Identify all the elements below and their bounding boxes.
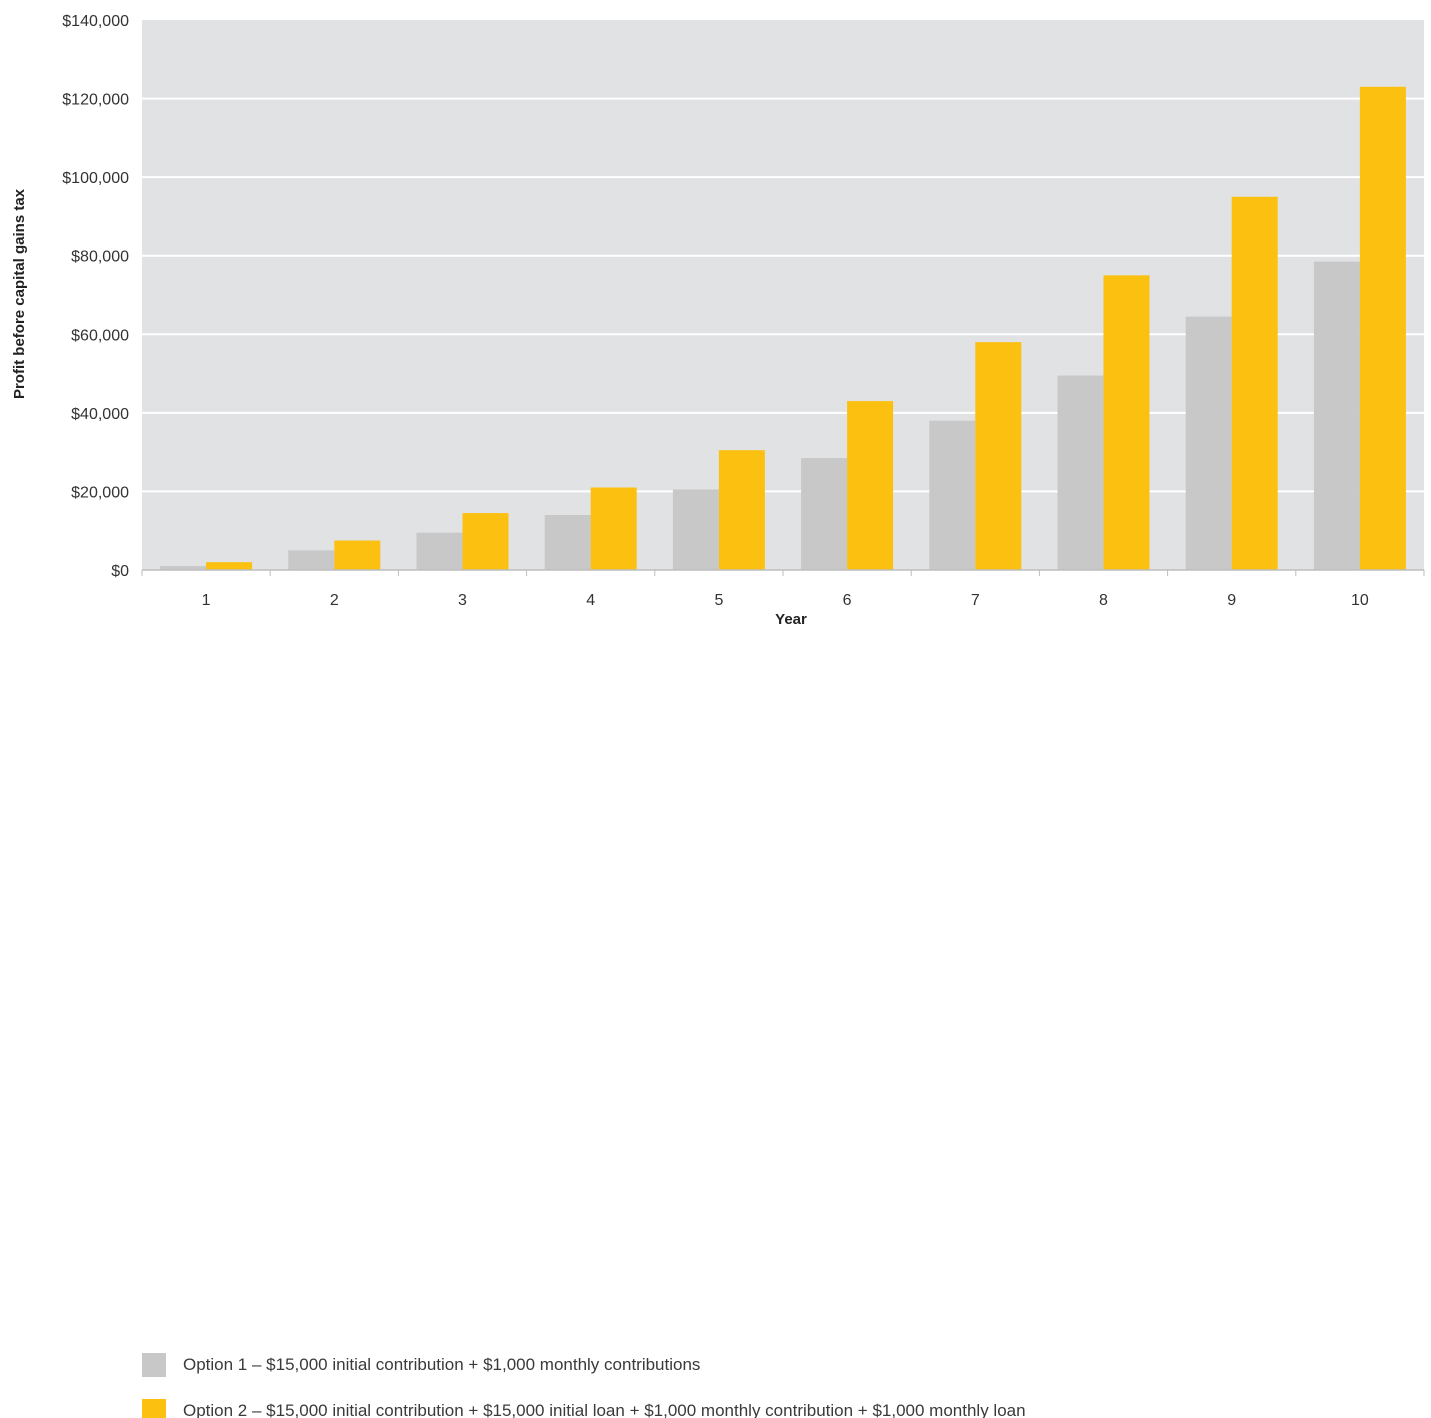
bar-option-1-year-3[interactable] (416, 532, 463, 570)
bar-option-2-year-5[interactable] (718, 450, 765, 570)
x-tick-label: 3 (458, 592, 467, 609)
y-axis-title: Profit before capital gains tax (11, 188, 28, 399)
bar-option-1-year-8[interactable] (1057, 375, 1104, 570)
legend-swatch-option-2 (142, 1399, 166, 1418)
x-tick-label: 8 (1099, 592, 1108, 609)
legend-item-option-1[interactable]: Option 1 – $15,000 initial contribution … (142, 1353, 700, 1377)
x-tick-label: 4 (586, 592, 595, 609)
bar-option-1-year-5[interactable] (672, 489, 719, 570)
legend-swatch-option-1 (142, 1353, 166, 1377)
bar-option-1-year-10[interactable] (1313, 261, 1360, 570)
x-axis-title: Year (775, 611, 807, 628)
bar-option-2-year-6[interactable] (847, 401, 894, 570)
legend-label-option-1: Option 1 – $15,000 initial contribution … (183, 1355, 701, 1374)
y-tick-label: $120,000 (62, 92, 129, 109)
chart-container: $0 $20,000 $40,000 $60,000 $80,000 $100,000 $1… (11, 13, 1425, 1418)
bar-option-1-year-6[interactable] (801, 458, 848, 570)
y-tick-label: $140,000 (62, 13, 129, 30)
axes: $0 $20,000 $40,000 $60,000 $80,000 $100,000 $1… (62, 13, 1425, 609)
bar-option-2-year-1[interactable] (206, 562, 253, 570)
legend-item-option-2[interactable]: Option 2 – $15,000 initial contribution … (142, 1399, 1026, 1418)
x-tick-label: 5 (714, 592, 723, 609)
y-tick-label: $60,000 (71, 327, 129, 344)
y-tick-label: $0 (111, 563, 129, 580)
gridlines (142, 97, 1424, 493)
bar-chart: $0 $20,000 $40,000 $60,000 $80,000 $100,000 $1… (11, 13, 1425, 628)
bars (160, 86, 1406, 571)
bar-option-2-year-2[interactable] (334, 540, 381, 570)
bar-option-2-year-7[interactable] (975, 342, 1022, 570)
y-tick-label: $20,000 (71, 484, 129, 501)
x-tick-label: 1 (202, 592, 211, 609)
x-tick-label: 6 (843, 592, 852, 609)
bar-option-1-year-7[interactable] (929, 420, 976, 570)
x-tick-label: 10 (1351, 592, 1369, 609)
y-tick-label: $40,000 (71, 406, 129, 423)
bar-option-2-year-4[interactable] (590, 487, 637, 571)
bar-option-1-year-9[interactable] (1185, 316, 1232, 570)
x-tick-label: 2 (330, 592, 339, 609)
bar-option-2-year-8[interactable] (1103, 275, 1150, 570)
bar-option-2-year-3[interactable] (462, 513, 509, 570)
y-tick-label: $80,000 (71, 249, 129, 266)
bar-option-1-year-4[interactable] (544, 515, 591, 570)
bar-option-2-year-9[interactable] (1231, 196, 1278, 571)
y-tick-label: $100,000 (62, 170, 129, 187)
bar-option-2-year-10[interactable] (1359, 86, 1406, 571)
bar-option-1-year-2[interactable] (288, 550, 335, 570)
x-tick-label: 9 (1227, 592, 1236, 609)
x-tick-label: 7 (971, 592, 980, 609)
legend-label-option-2: Option 2 – $15,000 initial contribution … (183, 1401, 1026, 1418)
bar-option-1-year-1[interactable] (160, 566, 207, 570)
